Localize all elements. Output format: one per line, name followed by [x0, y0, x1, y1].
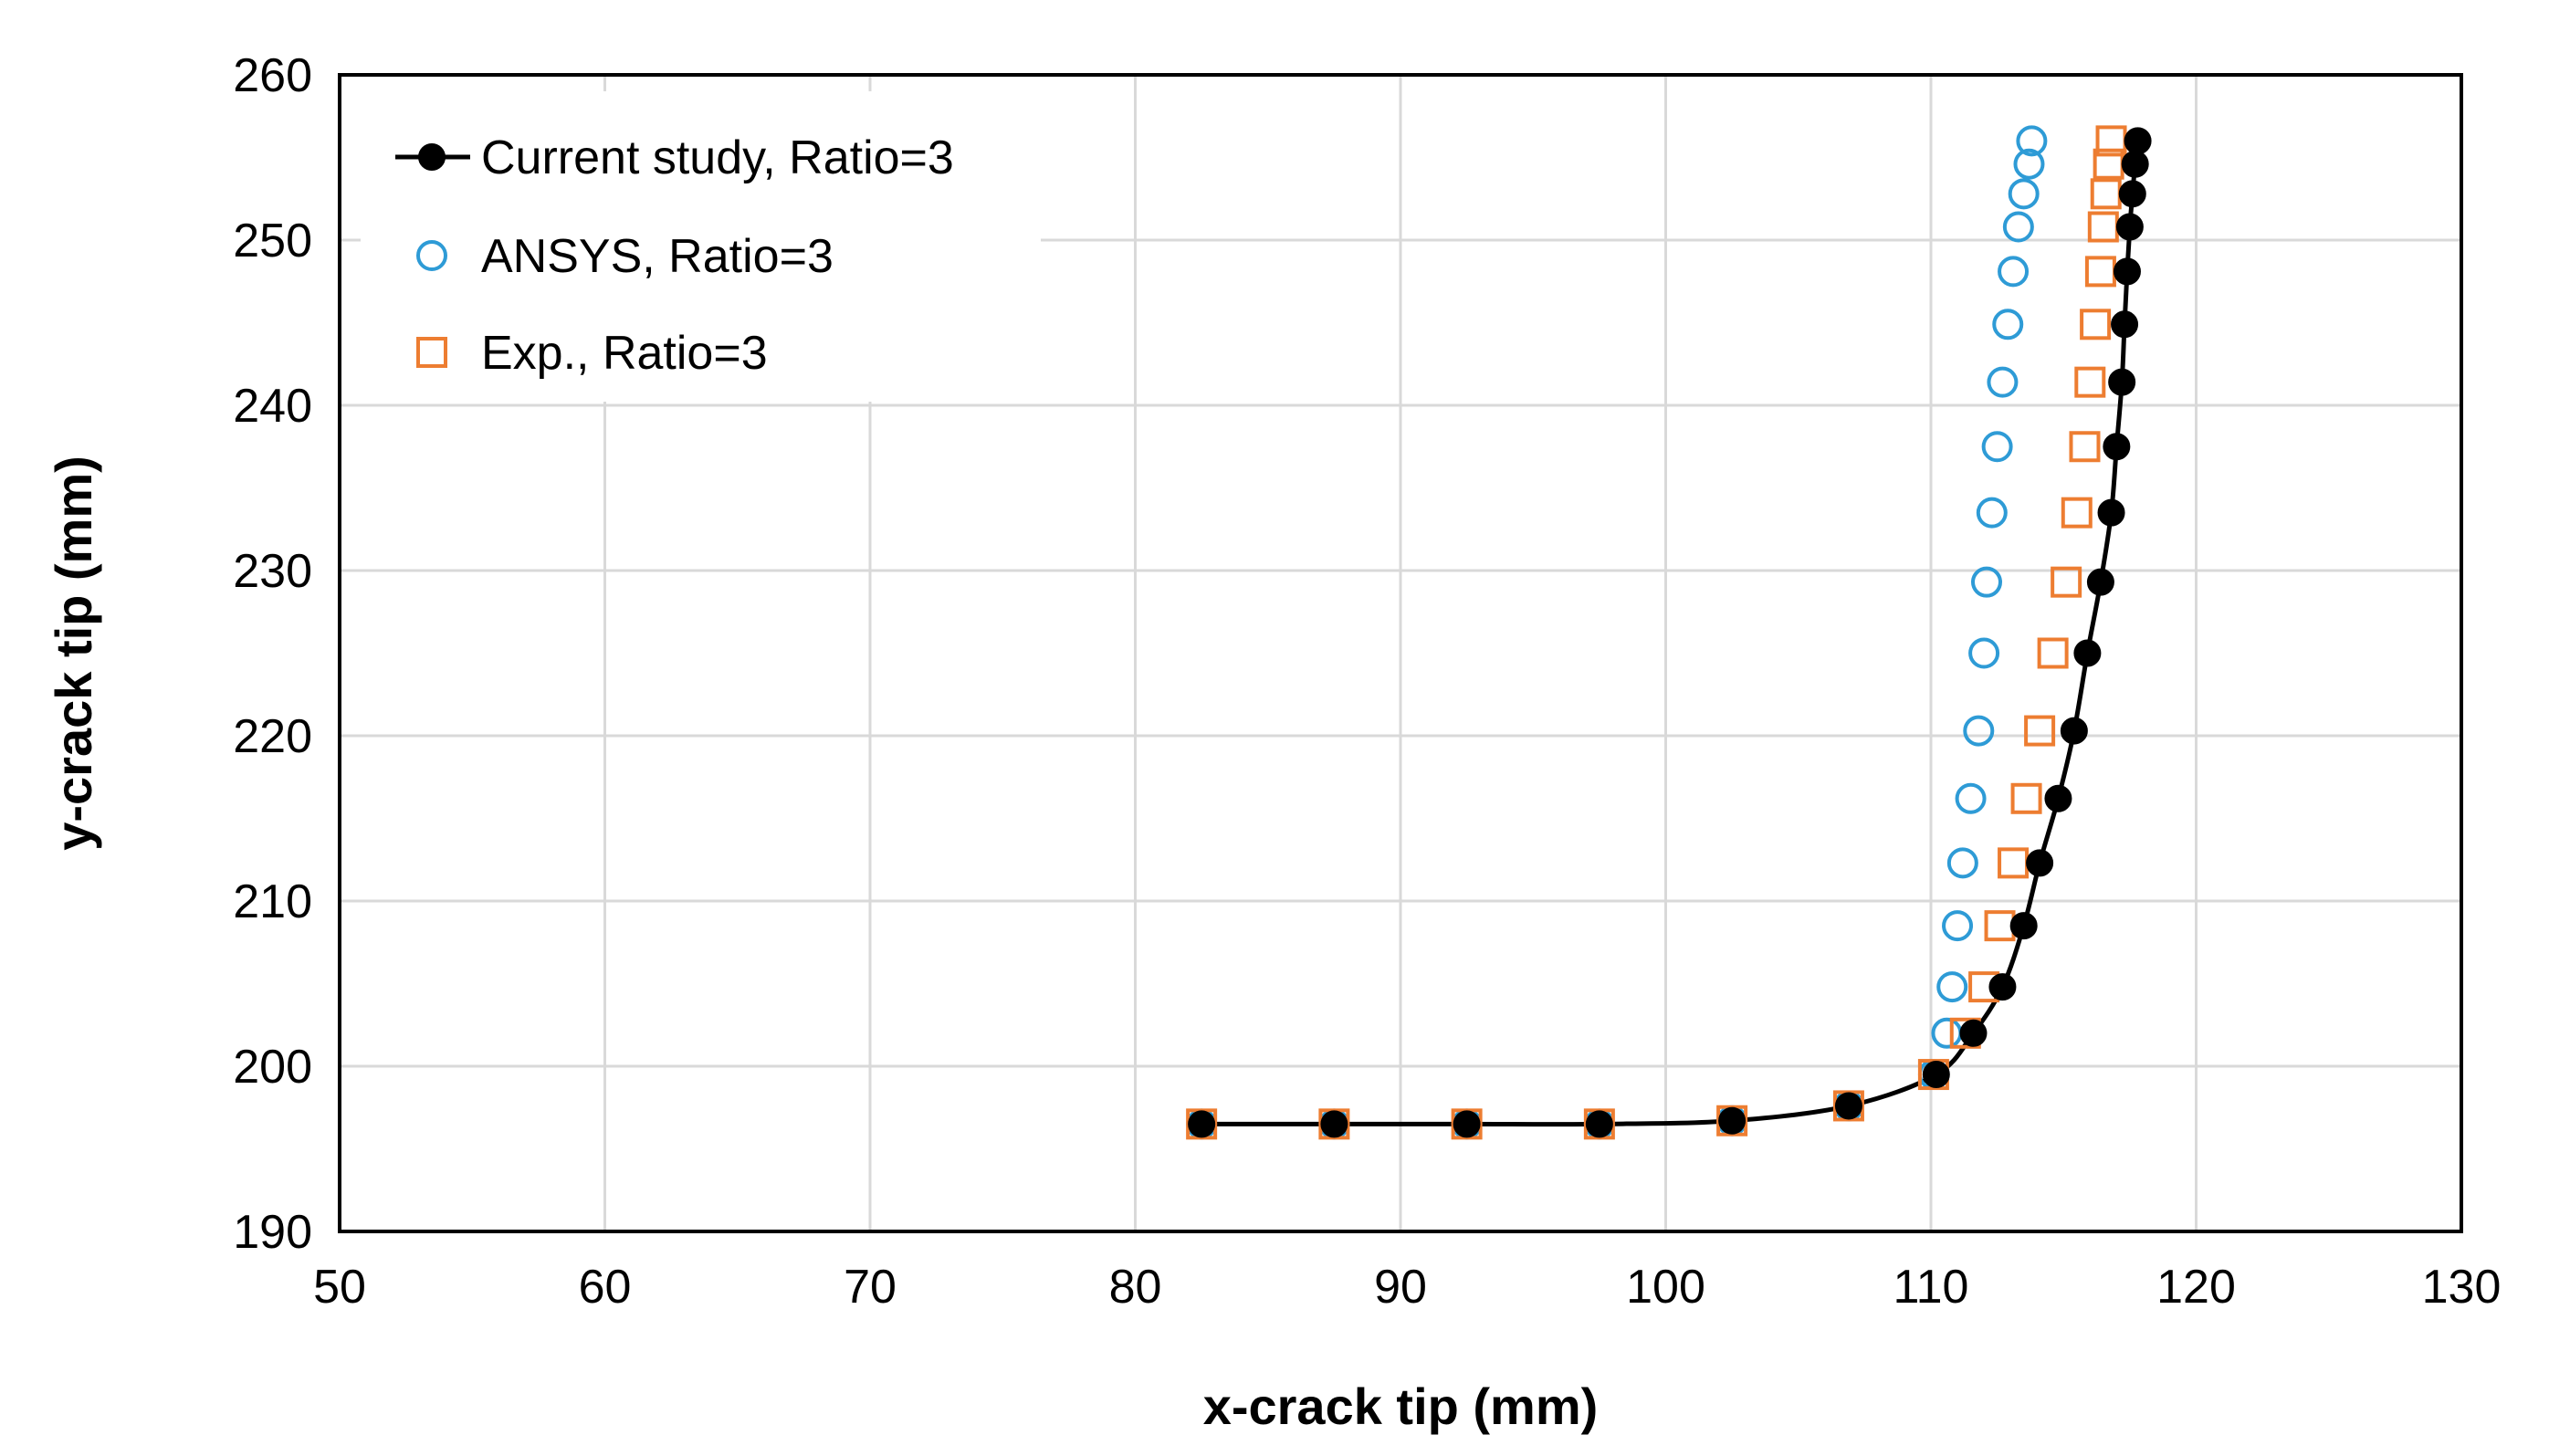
- data-point-series-0: [1718, 1106, 1747, 1135]
- x-tick-label: 120: [2156, 1261, 2236, 1314]
- data-point-series-1: [2016, 125, 2048, 157]
- data-point-series-1: [1942, 910, 1974, 942]
- data-point-series-0: [1585, 1110, 1613, 1138]
- data-point-series-0: [2060, 717, 2088, 745]
- data-point-series-1: [1992, 309, 2024, 340]
- x-tick-label: 90: [1374, 1261, 1427, 1314]
- y-tick-label: 220: [233, 710, 312, 763]
- data-point-series-2: [2061, 497, 2093, 529]
- x-tick-label: 100: [1626, 1261, 1705, 1314]
- data-point-series-0: [2118, 180, 2146, 208]
- series-0-markers: [1188, 127, 2152, 1138]
- data-point-series-1: [1936, 971, 1968, 1003]
- data-point-series-1: [1955, 782, 1987, 814]
- y-tick-label: 210: [233, 875, 312, 928]
- data-point-series-0: [2124, 127, 2152, 155]
- data-point-series-2: [2074, 366, 2106, 398]
- y-tick-label: 240: [233, 380, 312, 433]
- data-point-series-2: [2051, 566, 2082, 598]
- data-point-series-2: [2069, 431, 2101, 463]
- y-tick-label: 200: [233, 1041, 312, 1094]
- legend-background: [361, 91, 1041, 402]
- data-point-series-2: [2010, 782, 2042, 814]
- series-layer: [1186, 125, 2152, 1140]
- data-point-series-1: [1981, 431, 2013, 463]
- data-point-series-0: [2103, 433, 2131, 461]
- data-point-series-1: [1987, 366, 2019, 398]
- legend-marker-swatch: [418, 143, 446, 171]
- x-tick-label: 60: [579, 1261, 632, 1314]
- data-point-series-0: [1188, 1110, 1216, 1138]
- data-point-series-0: [2115, 213, 2144, 241]
- data-point-series-0: [2026, 849, 2054, 877]
- legend: Current study, Ratio=3 ANSYS, Ratio=3 Exp.…: [361, 91, 1041, 402]
- y-tick-label: 190: [233, 1206, 312, 1259]
- legend-label: Exp., Ratio=3: [481, 327, 768, 380]
- data-point-series-1: [1976, 497, 2008, 529]
- data-point-series-0: [1959, 1019, 1988, 1047]
- legend-entry-2: Exp., Ratio=3: [416, 327, 768, 380]
- x-tick-label: 80: [1109, 1261, 1162, 1314]
- plot-frame: [338, 73, 2463, 1233]
- legend-entry-0: Current study, Ratio=3: [395, 131, 954, 184]
- y-tick-label: 250: [233, 215, 312, 267]
- legend-entry-1: ANSYS, Ratio=3: [416, 230, 834, 283]
- data-point-series-1: [1963, 715, 1995, 747]
- data-point-series-0: [1834, 1092, 1862, 1120]
- data-point-series-2: [2024, 715, 2056, 747]
- y-tick-label: 260: [233, 49, 312, 102]
- x-tick-label: 130: [2422, 1261, 2502, 1314]
- data-point-series-0: [2121, 150, 2149, 178]
- legend-label: Current study, Ratio=3: [481, 131, 954, 184]
- data-point-series-0: [2009, 912, 2038, 940]
- data-point-series-0: [1922, 1061, 1950, 1089]
- data-point-series-0: [1320, 1110, 1348, 1138]
- data-point-series-1: [2008, 178, 2040, 210]
- data-point-series-0: [2113, 257, 2141, 286]
- data-point-series-1: [1998, 256, 2030, 288]
- legend-marker-swatch: [416, 240, 447, 271]
- data-point-series-1: [2002, 211, 2034, 243]
- data-point-series-2: [2080, 309, 2112, 340]
- y-tick-label: 230: [233, 545, 312, 598]
- x-tick-label: 110: [1893, 1261, 1969, 1314]
- x-tick-label: 50: [313, 1261, 366, 1314]
- data-point-series-0: [2108, 368, 2136, 396]
- data-point-series-1: [1968, 637, 2000, 669]
- data-point-series-0: [2073, 639, 2102, 667]
- legend-marker-swatch: [416, 337, 447, 368]
- x-tick-label: 70: [844, 1261, 897, 1314]
- data-point-series-0: [2097, 498, 2125, 527]
- data-point-series-1: [1971, 566, 2003, 598]
- tick-labels: 50 60 70 80 90 100 110 120 130 190 200 210 220 230 240…: [233, 49, 2501, 1314]
- y-axis-title: y-crack tip (mm): [45, 456, 102, 851]
- x-axis-title: x-crack tip (mm): [1203, 1377, 1599, 1435]
- legend-label: ANSYS, Ratio=3: [481, 230, 834, 283]
- data-point-series-2: [2037, 637, 2069, 669]
- data-point-series-0: [1988, 973, 2017, 1001]
- data-point-series-0: [1453, 1110, 1481, 1138]
- data-point-series-0: [2086, 568, 2114, 596]
- data-point-series-0: [2044, 784, 2072, 812]
- data-point-series-1: [2013, 148, 2045, 180]
- data-point-series-1: [1946, 847, 1978, 879]
- data-point-series-0: [2111, 310, 2139, 339]
- legend-entries: Current study, Ratio=3 ANSYS, Ratio=3 Exp.…: [395, 131, 954, 380]
